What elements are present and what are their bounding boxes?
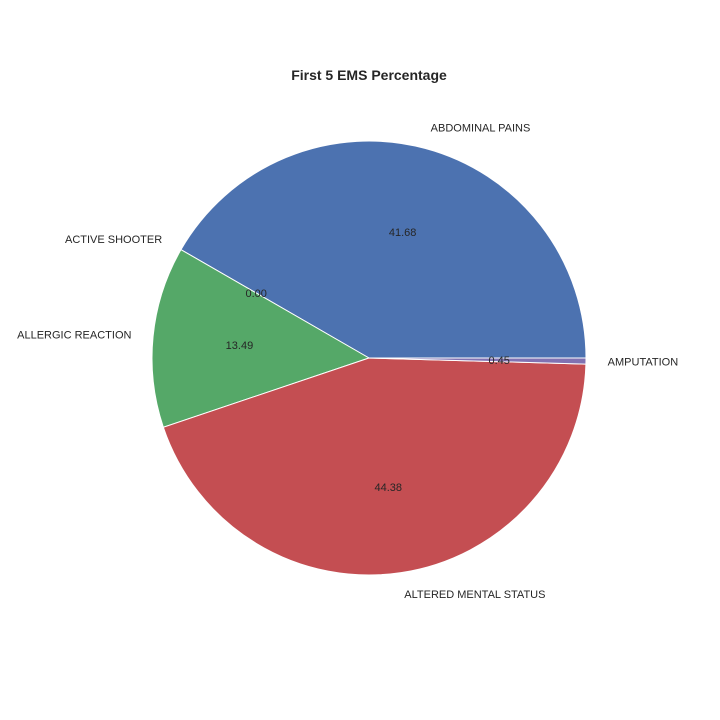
pie-percent-labels: 41.68 0.00 13.49 44.38 0.45 xyxy=(226,227,510,494)
slice-label-altered-mental-status: ALTERED MENTAL STATUS xyxy=(404,589,545,601)
slice-label-amputation: AMPUTATION xyxy=(608,356,679,368)
pct-label-active-shooter: 0.00 xyxy=(245,288,266,300)
pie-slice-allergic-reaction xyxy=(151,248,371,428)
pie-slice-abdominal-pains xyxy=(180,140,587,359)
slice-label-abdominal-pains: ABDOMINAL PAINS xyxy=(431,122,531,134)
pct-label-abdominal-pains: 41.68 xyxy=(389,227,417,239)
pie-labels: ABDOMINAL PAINS ACTIVE SHOOTER ALLERGIC RE… xyxy=(17,122,678,601)
pie-slice-altered-mental-status xyxy=(162,357,587,576)
chart-title: First 5 EMS Percentage xyxy=(291,67,447,83)
slice-label-active-shooter: ACTIVE SHOOTER xyxy=(65,234,162,246)
pct-label-altered-mental-status: 44.38 xyxy=(374,482,402,494)
pct-label-amputation: 0.45 xyxy=(488,355,509,367)
pie-slices xyxy=(151,140,587,576)
slice-label-allergic-reaction: ALLERGIC REACTION xyxy=(17,329,131,341)
pct-label-allergic-reaction: 13.49 xyxy=(226,340,254,352)
pie-slice-amputation xyxy=(368,357,587,365)
